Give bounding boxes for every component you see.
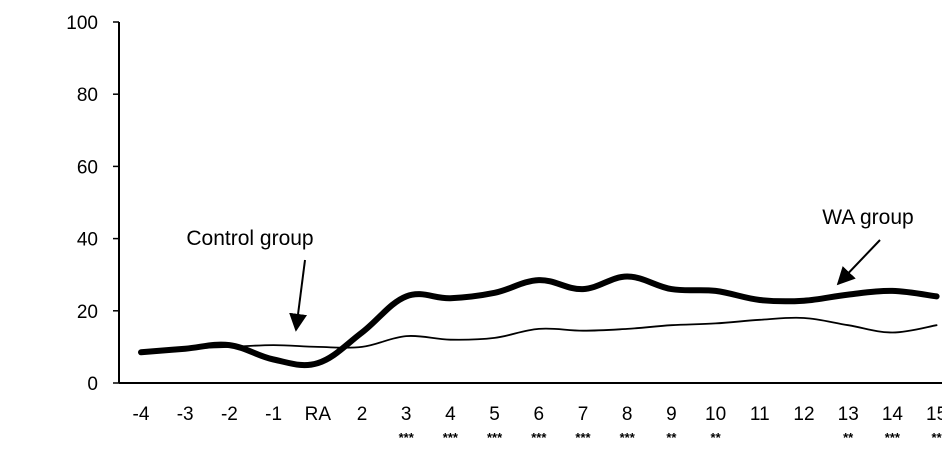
- y-tick-label: 80: [77, 85, 98, 106]
- annotation-arrow-wa-group: [836, 239, 881, 286]
- x-tick-label: 13: [838, 404, 859, 425]
- x-tick-label: 10: [705, 404, 726, 425]
- x-tick-label: 9: [666, 404, 677, 425]
- x-axis: -4 -3 -2 -1 RA 2 3 *** 4 *** 5 *** 6 *** 7 *** 8 *** 9 ** 10…: [119, 382, 942, 445]
- x-tick-label: 7: [578, 404, 589, 425]
- annotation-layer: Control group WA group: [186, 206, 914, 332]
- series-line-wa-group: [138, 273, 940, 369]
- y-tick-label: 20: [77, 302, 98, 323]
- x-tick-label: 2: [357, 404, 368, 425]
- significance-marker: ***: [443, 430, 459, 445]
- x-tick-label: -2: [221, 404, 238, 425]
- significance-marker: ***: [531, 430, 547, 445]
- annotation-wa-group: WA group: [822, 206, 913, 229]
- x-tick-label: 8: [622, 404, 633, 425]
- x-tick-label: RA: [305, 404, 332, 425]
- x-tick-label: -3: [177, 404, 194, 425]
- x-tick-label: -1: [265, 404, 282, 425]
- significance-marker: ***: [487, 430, 503, 445]
- significance-marker: **: [666, 430, 677, 445]
- significance-marker: ***: [620, 430, 636, 445]
- y-tick-label: 0: [87, 374, 98, 395]
- annotation-arrow-control-group: [289, 259, 307, 332]
- significance-marker: ***: [399, 430, 415, 445]
- significance-marker: **: [843, 430, 854, 445]
- y-tick-label: 100: [66, 13, 98, 34]
- y-axis: 0 20 40 60 80 100: [66, 13, 120, 395]
- x-tick-label: 15: [926, 404, 942, 425]
- x-tick-label: 14: [882, 404, 904, 425]
- x-tick-label: 5: [489, 404, 500, 425]
- y-tick-label: 40: [77, 230, 98, 251]
- significance-marker: **: [932, 430, 942, 445]
- x-tick-label: 4: [445, 404, 456, 425]
- annotation-control-group: Control group: [186, 227, 313, 250]
- x-tick-label: 11: [750, 404, 770, 425]
- series-line-control-group: [140, 316, 938, 354]
- x-tick-label: 12: [793, 404, 814, 425]
- x-tick-label: 3: [401, 404, 412, 425]
- x-tick-label: -4: [133, 404, 150, 425]
- series-layer: [138, 273, 940, 369]
- significance-marker: **: [711, 430, 722, 445]
- y-tick-label: 60: [77, 157, 98, 178]
- significance-marker: ***: [885, 430, 901, 445]
- significance-marker: ***: [575, 430, 591, 445]
- x-tick-label: 6: [534, 404, 545, 425]
